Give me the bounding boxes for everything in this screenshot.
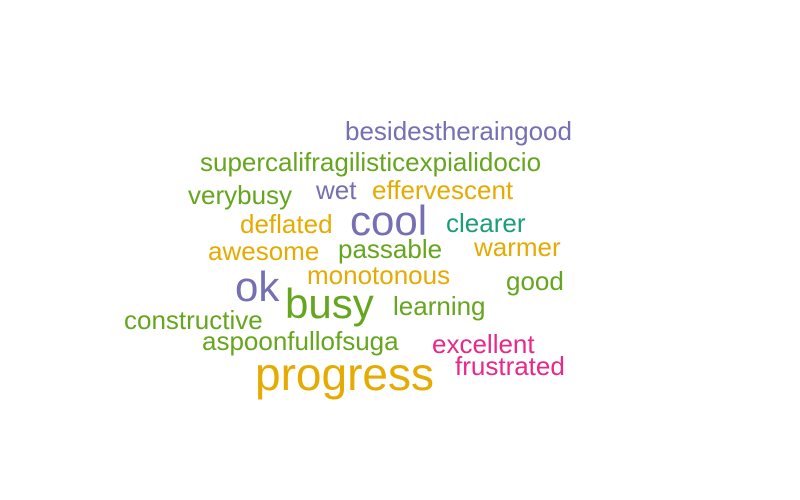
word-progress: progress: [255, 348, 434, 400]
word-learning: learning: [393, 291, 486, 321]
word-effervescent: effervescent: [372, 175, 514, 205]
word-aspoonfullofsuga: aspoonfullofsuga: [202, 326, 399, 356]
word-clearer: clearer: [446, 208, 526, 238]
word-excellent: excellent: [432, 329, 535, 359]
word-passable: passable: [338, 234, 443, 264]
word-good: good: [506, 266, 564, 296]
word-ok: ok: [235, 263, 280, 310]
word-constructive: constructive: [124, 305, 263, 335]
word-besidestheraingood: besidestheraingood: [345, 116, 572, 146]
word-monotonous: monotonous: [307, 260, 451, 290]
word-supercalifragilisticexpialidocio: supercalifragilisticexpialidocio: [200, 147, 542, 177]
word-busy: busy: [285, 280, 374, 327]
word-cool: cool: [350, 197, 428, 244]
word-warmer: warmer: [474, 232, 561, 262]
word-verybusy: verybusy: [188, 180, 293, 210]
word-awesome: awesome: [208, 236, 320, 266]
word-deflated: deflated: [240, 209, 333, 239]
word-wet: wet: [316, 175, 357, 205]
word-frustrated: frustrated: [455, 351, 565, 381]
